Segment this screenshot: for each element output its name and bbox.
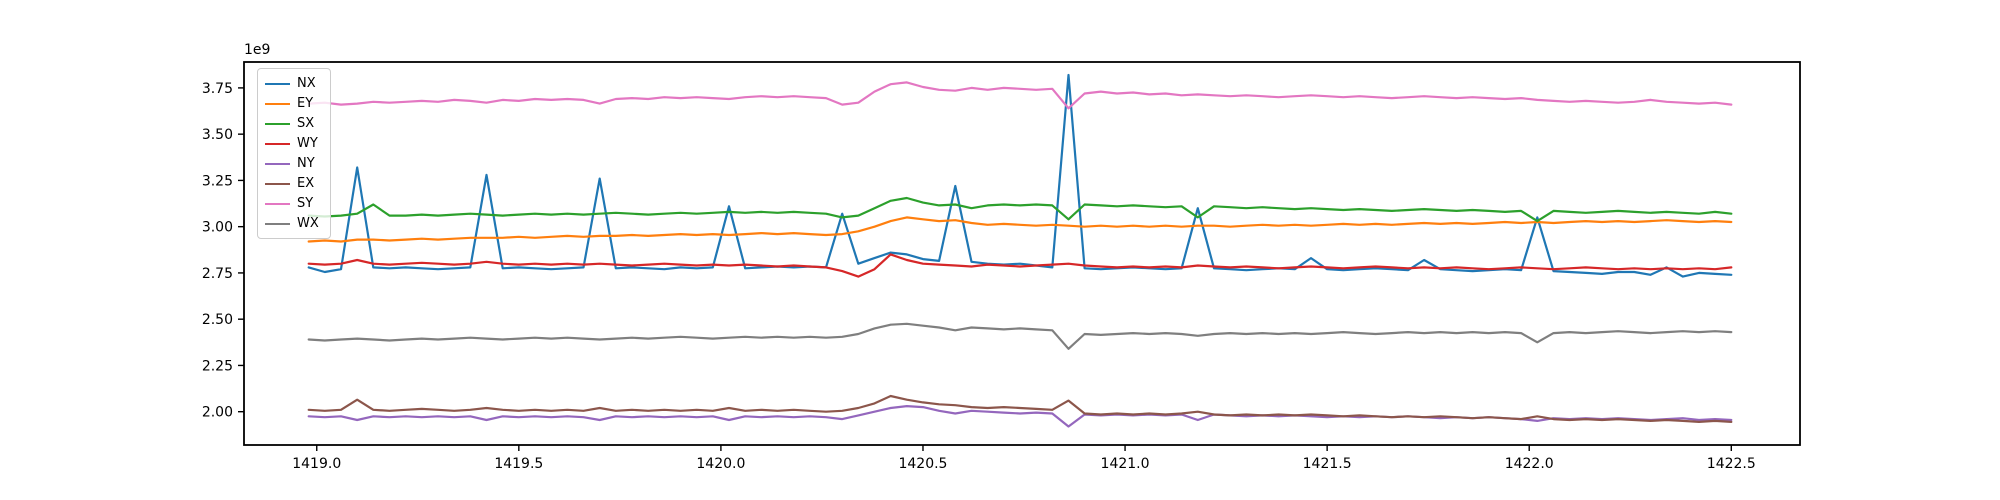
legend-line-swatch xyxy=(265,223,290,225)
y-tick-label: 2.00 xyxy=(202,405,233,421)
y-tick-label: 2.75 xyxy=(202,266,233,282)
y-tick-label: 3.25 xyxy=(202,173,233,189)
x-tick-label: 1420.0 xyxy=(696,456,745,472)
legend-item-NX: NX xyxy=(265,74,323,94)
legend-item-WX: WX xyxy=(265,214,323,234)
y-axis-offset-label: 1e9 xyxy=(244,42,271,58)
series-line-WY xyxy=(307,253,1733,278)
y-tick-label: 3.00 xyxy=(202,220,233,236)
legend-item-SY: SY xyxy=(265,194,323,214)
series-line-EX xyxy=(307,394,1733,423)
legend-label: SY xyxy=(297,196,314,211)
legend-item-SX: SX xyxy=(265,114,323,134)
x-tick-label: 1421.0 xyxy=(1101,456,1150,472)
legend-label: WY xyxy=(297,136,318,151)
legend-line-swatch xyxy=(265,143,290,145)
y-tick-label: 3.75 xyxy=(202,81,233,97)
x-tick-label: 1420.5 xyxy=(898,456,947,472)
x-tick-label: 1419.0 xyxy=(292,456,341,472)
series-line-EY xyxy=(307,216,1733,243)
series-line-SX xyxy=(307,196,1733,223)
y-tick-label: 3.50 xyxy=(202,127,233,143)
legend-line-swatch xyxy=(265,203,290,205)
series-line-NX xyxy=(307,73,1733,278)
legend-line-swatch xyxy=(265,163,290,165)
legend-line-swatch xyxy=(265,103,290,105)
legend-line-swatch xyxy=(265,183,290,185)
legend-item-EY: EY xyxy=(265,94,323,114)
legend: NX EY SX WY NY EX SY WX xyxy=(257,68,331,239)
legend-label: WX xyxy=(297,216,319,231)
series-line-WX xyxy=(307,322,1733,350)
y-tick-label: 2.50 xyxy=(202,312,233,328)
legend-label: EX xyxy=(297,176,315,191)
legend-label: NX xyxy=(297,76,316,91)
legend-item-WY: WY xyxy=(265,134,323,154)
legend-line-swatch xyxy=(265,83,290,85)
series-line-SY xyxy=(307,81,1733,110)
x-tick-label: 1422.5 xyxy=(1707,456,1756,472)
x-tick-label: 1419.5 xyxy=(494,456,543,472)
axes-spines xyxy=(243,61,1801,446)
x-tick-label: 1421.5 xyxy=(1303,456,1352,472)
legend-item-EX: EX xyxy=(265,174,323,194)
legend-label: EY xyxy=(297,96,314,111)
legend-label: NY xyxy=(297,156,315,171)
series-line-NY xyxy=(307,405,1733,428)
legend-item-NY: NY xyxy=(265,154,323,174)
x-tick-label: 1422.0 xyxy=(1505,456,1554,472)
y-tick-label: 2.25 xyxy=(202,358,233,374)
legend-label: SX xyxy=(297,116,315,131)
legend-line-swatch xyxy=(265,123,290,125)
